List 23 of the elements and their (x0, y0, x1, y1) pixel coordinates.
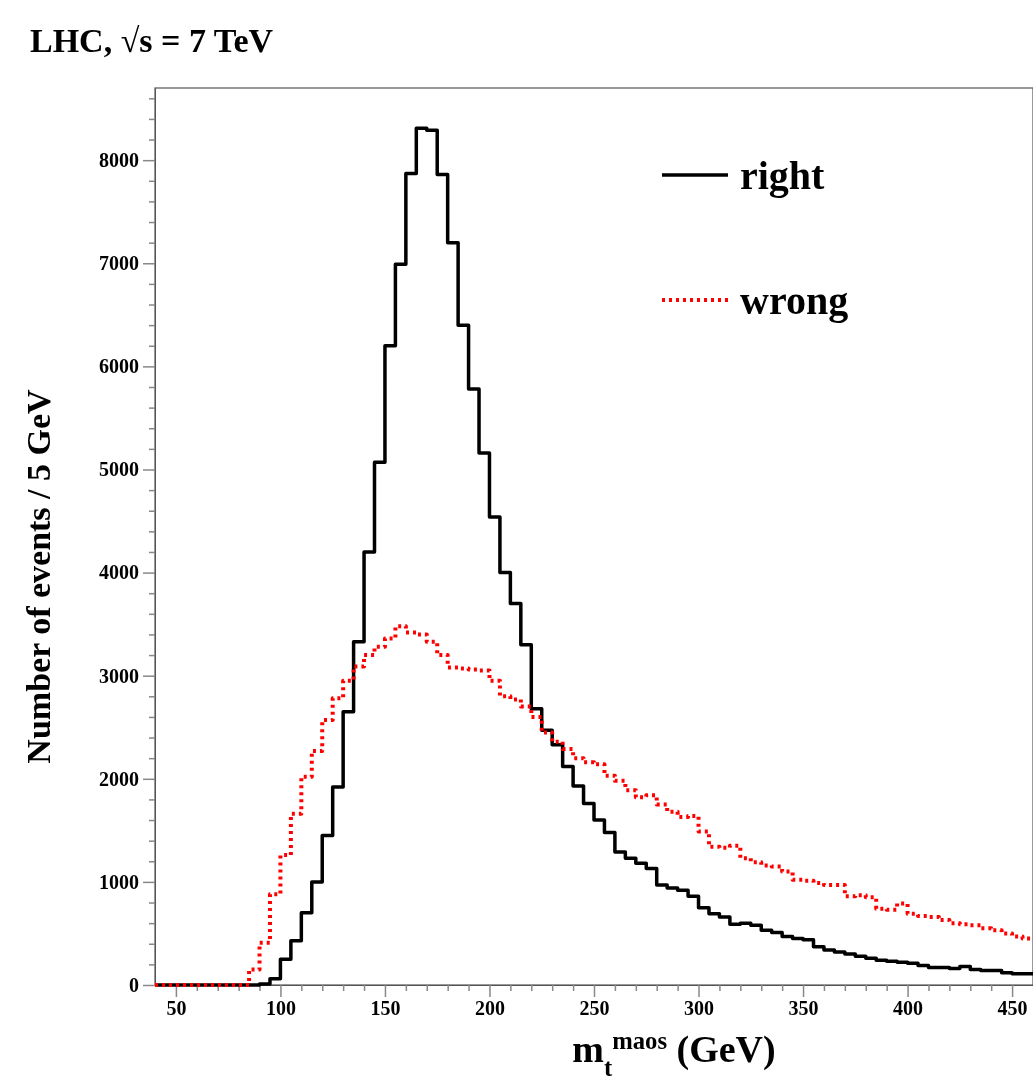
x-tick-label: 400 (893, 997, 924, 1020)
y-axis-title: Number of events / 5 GeV (20, 388, 57, 764)
x-tick-label: 150 (370, 997, 401, 1020)
legend-label: right (740, 153, 826, 198)
x-tick-label: 50 (166, 997, 187, 1020)
y-tick-label: 7000 (99, 252, 139, 275)
y-tick-label: 2000 (99, 767, 139, 790)
x-tick-label: 200 (474, 997, 505, 1020)
y-tick-label: 5000 (99, 458, 139, 481)
y-tick-label: 3000 (99, 664, 139, 687)
y-tick-label: 8000 (99, 149, 139, 172)
x-axis-title: m$_{t}$$^{maos}$ (GeV) (572, 1026, 776, 1076)
x-tick-label: 100 (265, 997, 296, 1020)
y-tick-label: 0 (129, 973, 139, 996)
x-tick-label: 250 (579, 997, 610, 1020)
x-tick-label: 450 (997, 997, 1028, 1020)
y-tick-label: 4000 (99, 561, 139, 584)
x-tick-label: 350 (788, 997, 819, 1020)
y-tick-label: 6000 (99, 355, 139, 378)
legend-label: wrong (740, 278, 849, 323)
chart-title: LHC, √s = 7 TeV (30, 22, 274, 59)
x-tick-label: 300 (684, 997, 715, 1020)
y-tick-label: 1000 (99, 870, 139, 893)
